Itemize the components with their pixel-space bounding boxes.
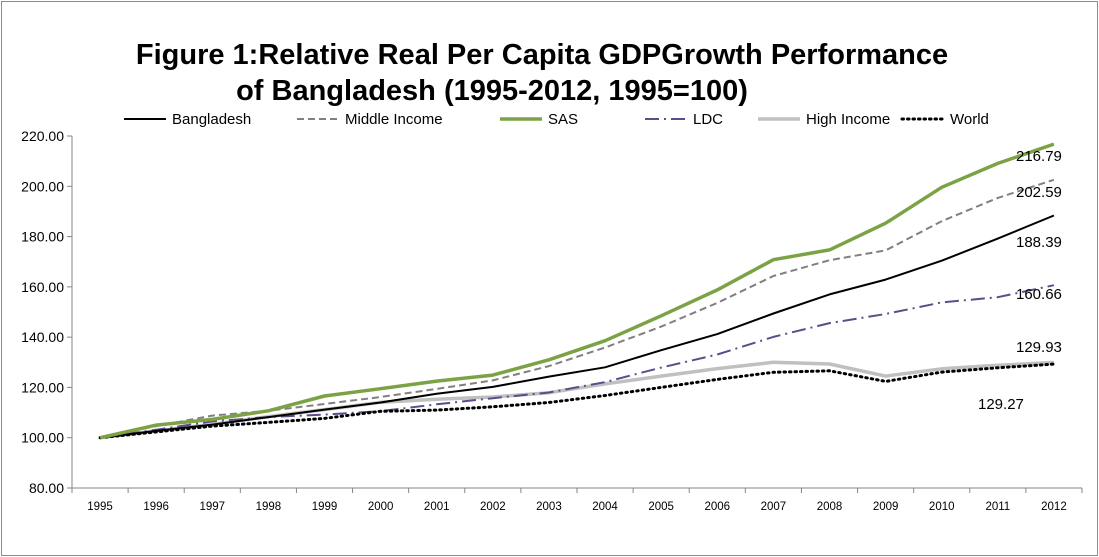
x-tick-label: 2006 — [704, 501, 730, 513]
x-tick-label: 1997 — [199, 501, 225, 513]
legend: Bangladesh Middle Income SAS LDC High Income… — [124, 111, 989, 128]
x-tick-label: 2003 — [536, 501, 562, 513]
x-tick-label: 2008 — [817, 501, 843, 513]
end-value-label: 216.79 — [1016, 148, 1062, 165]
x-tick-label: 1995 — [87, 501, 113, 513]
end-value-label: 129.93 — [1016, 339, 1062, 356]
y-tick-label: 200.00 — [21, 178, 64, 194]
legend-label: High Income — [806, 111, 890, 128]
x-tick-label: 2002 — [480, 501, 506, 513]
series-layer — [98, 142, 1056, 440]
legend-label: World — [950, 111, 989, 128]
y-tick-label: 140.00 — [21, 329, 64, 345]
y-tick-label: 160.00 — [21, 279, 64, 295]
x-tick-label: 2007 — [761, 501, 787, 513]
chart-title-line-1: Figure 1:Relative Real Per Capita GDPGro… — [136, 39, 948, 71]
end-value-label: 202.59 — [1016, 184, 1062, 201]
end-value-label: 188.39 — [1016, 234, 1062, 251]
series-line-sas — [99, 142, 1055, 440]
y-tick-label: 120.00 — [21, 379, 64, 395]
x-tick-label: 2012 — [1041, 501, 1067, 513]
legend-label: LDC — [693, 111, 723, 128]
y-tick-label: 220.00 — [21, 128, 64, 144]
series-line-bangladesh — [99, 214, 1055, 439]
chart-title-line-2: of Bangladesh (1995-2012, 1995=100) — [236, 75, 748, 107]
x-tick-label: 2011 — [985, 501, 1010, 513]
y-tick-label: 100.00 — [21, 430, 64, 446]
legend-label: SAS — [548, 111, 578, 128]
x-tick-label: 2010 — [929, 501, 955, 513]
series-line-middle-income — [99, 178, 1055, 439]
end-value-label: 129.27 — [978, 396, 1024, 413]
legend-label: Bangladesh — [172, 111, 251, 128]
chart-title: Figure 1:Relative Real Per Capita GDPGro… — [136, 39, 948, 107]
x-tick-label: 2001 — [424, 501, 450, 513]
x-tick-label: 1998 — [256, 501, 282, 513]
x-tick-label: 1999 — [312, 501, 338, 513]
axes: 80.00 100.00 120.00 140.00 160.00 180.00 200.0… — [21, 128, 1083, 513]
x-tick-label: 2005 — [648, 501, 674, 513]
y-tick-label: 180.00 — [21, 229, 64, 245]
end-labels: 216.79 202.59 188.39 160.66 129.93 129.27 — [978, 148, 1062, 413]
legend-label: Middle Income — [345, 111, 443, 128]
x-tick-label: 2004 — [592, 501, 618, 513]
x-tick-label: 2000 — [368, 501, 394, 513]
series-line-world — [98, 362, 1056, 440]
end-value-label: 160.66 — [1016, 286, 1062, 303]
y-tick-label: 80.00 — [29, 480, 64, 496]
x-tick-label: 2009 — [873, 501, 899, 513]
x-tick-label: 1996 — [143, 501, 169, 513]
